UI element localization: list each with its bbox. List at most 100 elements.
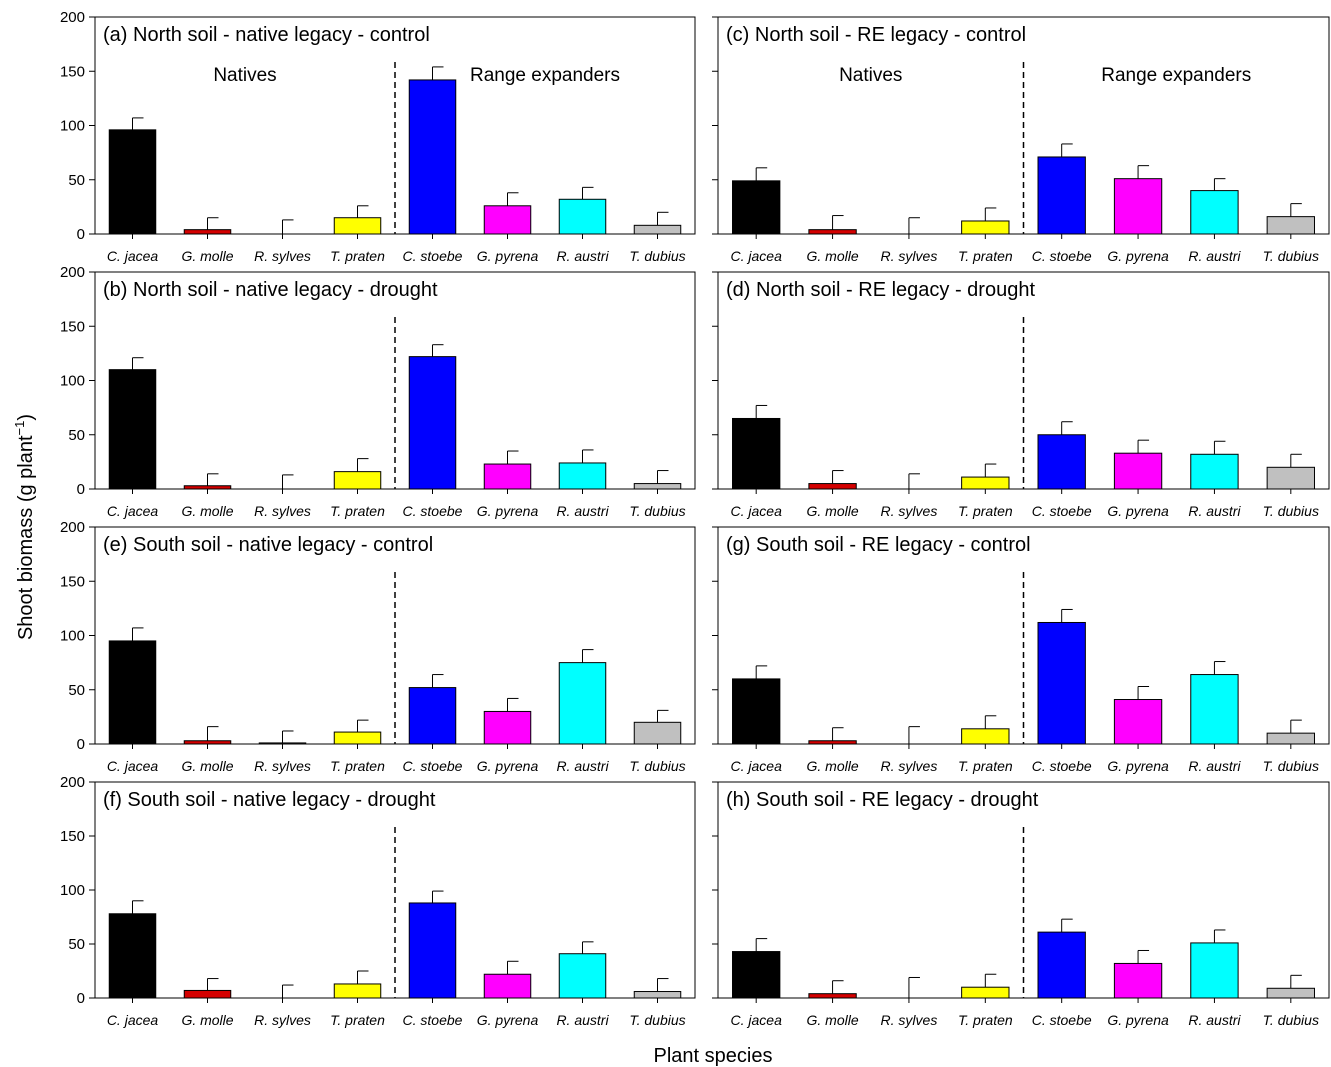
x-tick-label-t-praten: T. praten: [330, 248, 385, 264]
panel-title: (h) South soil - RE legacy - drought: [726, 789, 1039, 811]
y-tick-label: 200: [60, 9, 85, 26]
bar-c-jacea: [108, 369, 157, 490]
x-tick-label-r-sylves: R. sylves: [254, 503, 311, 519]
y-tick-label: 100: [60, 373, 85, 390]
group-label-range-expanders: Range expanders: [470, 65, 620, 86]
bar-c-jacea: [732, 180, 781, 235]
bar-g-molle: [183, 229, 232, 235]
x-tick-label-g-molle: G. molle: [181, 1012, 233, 1028]
y-tick-label: 0: [77, 736, 85, 753]
bar-g-pyrena: [1113, 962, 1163, 999]
x-tick-label-g-molle: G. molle: [181, 248, 233, 264]
bar-r-austri: [1190, 190, 1239, 235]
x-tick-label-g-molle: G. molle: [181, 503, 233, 519]
y-tick-label: 0: [77, 990, 85, 1007]
x-tick-label-g-pyrena: G. pyrena: [477, 503, 539, 519]
x-tick-label-g-molle: G. molle: [807, 503, 859, 519]
x-tick-label-t-dubius: T. dubius: [1263, 503, 1319, 519]
x-tick-label-c-jacea: C. jacea: [107, 1012, 159, 1028]
bar-c-jacea: [108, 129, 157, 235]
x-tick-label-r-austri: R. austri: [556, 1012, 609, 1028]
bar-c-stoebe: [1037, 621, 1086, 745]
bar-g-molle: [808, 229, 857, 235]
x-tick-label-r-sylves: R. sylves: [254, 1012, 311, 1028]
bar-c-jacea: [108, 913, 157, 999]
bar-g-pyrena: [483, 710, 532, 745]
x-tick-label-c-jacea: C. jacea: [731, 248, 783, 264]
x-tick-label-c-stoebe: C. stoebe: [403, 248, 463, 264]
x-tick-label-t-dubius: T. dubius: [629, 1012, 685, 1028]
x-tick-label-t-dubius: T. dubius: [1263, 248, 1319, 264]
panel-title: (b) North soil - native legacy - drought: [103, 279, 438, 301]
x-tick-label-c-stoebe: C. stoebe: [403, 758, 463, 774]
bar-t-praten: [961, 476, 1010, 490]
bar-c-jacea: [732, 951, 781, 999]
panels: 0 50 100 150 200 C. jacea G. molle R. sylves T. …: [60, 9, 1330, 1028]
bar-t-dubius: [633, 721, 682, 745]
y-tick-label: 150: [60, 63, 85, 80]
bar-c-stoebe: [408, 902, 457, 999]
y-tick-label: 50: [68, 427, 85, 444]
x-tick-label-g-pyrena: G. pyrena: [1107, 1012, 1169, 1028]
bar-c-jacea: [732, 678, 781, 745]
bar-t-praten: [961, 986, 1010, 999]
x-tick-label-c-jacea: C. jacea: [107, 758, 159, 774]
bar-r-austri: [558, 662, 607, 745]
group-label-natives: Natives: [213, 65, 276, 86]
bar-c-stoebe: [1037, 931, 1086, 999]
x-tick-label-c-stoebe: C. stoebe: [1032, 503, 1092, 519]
y-axis-title-exponent: −1: [12, 421, 27, 436]
bar-c-stoebe: [408, 687, 457, 745]
bar-t-dubius: [633, 483, 682, 490]
panel-title: (c) North soil - RE legacy - control: [726, 24, 1026, 46]
bar-r-austri: [558, 462, 607, 490]
y-tick-label: 100: [60, 118, 85, 135]
x-tick-label-r-austri: R. austri: [1188, 758, 1241, 774]
x-tick-label-c-jacea: C. jacea: [107, 248, 159, 264]
bar-r-austri: [558, 953, 607, 999]
group-label-natives: Natives: [839, 65, 902, 86]
x-tick-label-g-molle: G. molle: [807, 1012, 859, 1028]
y-tick-label: 200: [60, 264, 85, 281]
x-tick-label-r-austri: R. austri: [556, 248, 609, 264]
y-tick-label: 150: [60, 573, 85, 590]
x-tick-label-c-stoebe: C. stoebe: [1032, 248, 1092, 264]
y-tick-label: 50: [68, 936, 85, 953]
x-tick-label-r-austri: R. austri: [1188, 248, 1241, 264]
bar-r-austri: [1190, 674, 1239, 745]
bar-t-praten: [961, 728, 1010, 745]
x-tick-label-t-dubius: T. dubius: [629, 758, 685, 774]
x-tick-label-t-praten: T. praten: [330, 503, 385, 519]
x-tick-label-t-dubius: T. dubius: [629, 503, 685, 519]
bar-g-pyrena: [1113, 699, 1163, 745]
y-tick-label: 200: [60, 519, 85, 536]
bar-g-molle: [183, 740, 232, 745]
x-tick-label-c-jacea: C. jacea: [731, 1012, 783, 1028]
x-tick-label-r-sylves: R. sylves: [881, 758, 938, 774]
x-tick-label-r-austri: R. austri: [1188, 503, 1241, 519]
bar-t-dubius: [1266, 987, 1315, 999]
y-tick-label: 200: [60, 774, 85, 791]
bar-t-praten: [333, 983, 382, 999]
bar-r-austri: [558, 198, 607, 235]
x-tick-label-c-stoebe: C. stoebe: [403, 503, 463, 519]
panel-4: C. jacea G. molle R. sylves T. praten C. sto…: [712, 271, 1330, 519]
x-tick-label-r-sylves: R. sylves: [881, 1012, 938, 1028]
panel-2: C. jacea G. molle R. sylves T. praten C. sto…: [712, 16, 1330, 264]
x-tick-label-t-praten: T. praten: [958, 503, 1013, 519]
x-tick-label-g-molle: G. molle: [181, 758, 233, 774]
y-axis-title: Shoot biomass (g plant−1): [12, 414, 37, 640]
bar-g-molle: [808, 993, 857, 999]
x-tick-label-r-austri: R. austri: [1188, 1012, 1241, 1028]
bar-c-stoebe: [408, 79, 457, 235]
bar-r-sylves: [258, 742, 307, 745]
x-tick-label-t-praten: T. praten: [958, 1012, 1013, 1028]
panel-title: (g) South soil - RE legacy - control: [726, 534, 1031, 556]
y-tick-label: 50: [68, 682, 85, 699]
panel-title: (a) North soil - native legacy - control: [103, 24, 430, 46]
panel-3: 0 50 100 150 200 C. jacea G. molle R. sylves T. …: [60, 264, 696, 519]
bar-t-dubius: [633, 991, 682, 999]
bar-t-dubius: [1266, 732, 1315, 745]
x-tick-label-r-austri: R. austri: [556, 503, 609, 519]
